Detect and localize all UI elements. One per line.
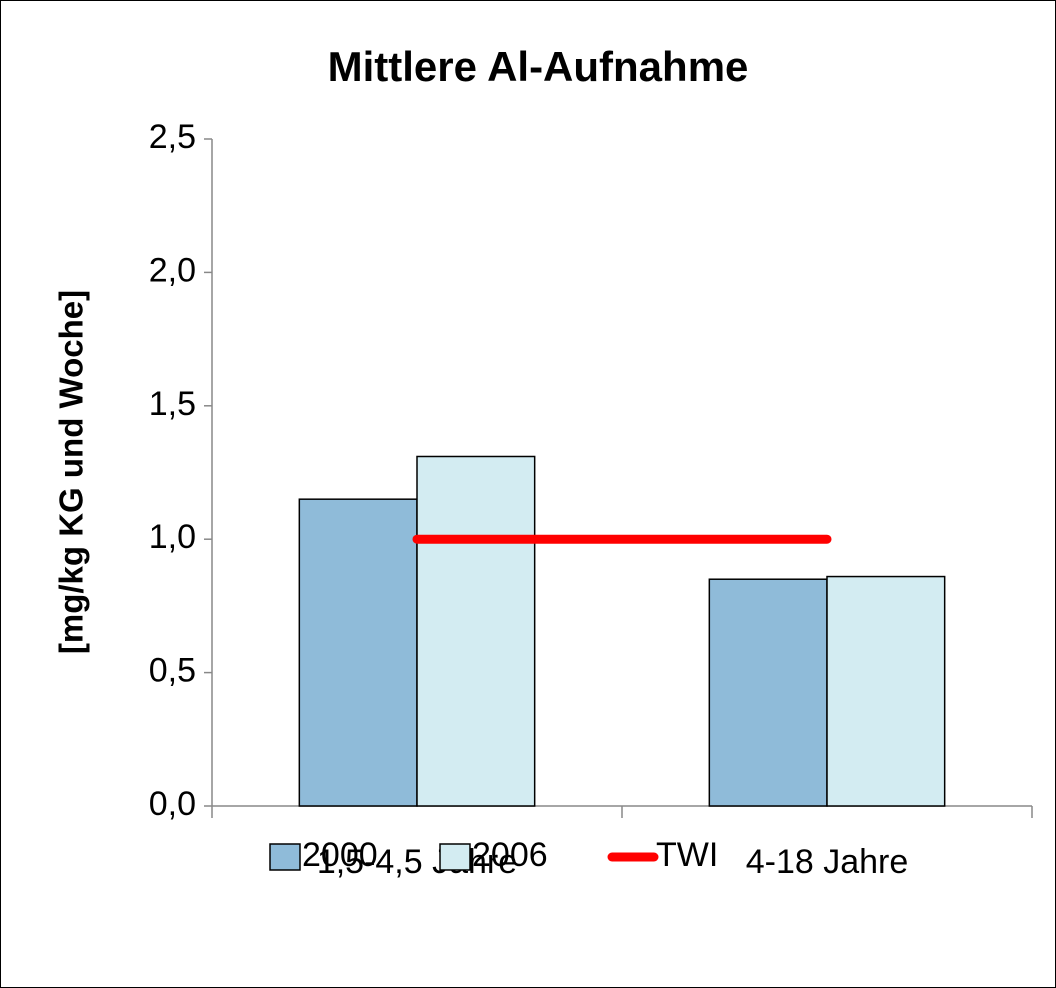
y-tick-label: 1,0 xyxy=(149,518,196,556)
y-tick-label: 2,0 xyxy=(149,251,196,289)
legend-label: 2006 xyxy=(472,836,548,874)
legend-label: 2000 xyxy=(302,836,378,874)
y-tick-label: 2,5 xyxy=(149,118,196,156)
y-tick-label: 1,5 xyxy=(149,385,196,423)
x-tick-label: 4-18 Jahre xyxy=(746,843,909,881)
y-tick-label: 0,5 xyxy=(149,652,196,690)
bar xyxy=(298,498,418,807)
x-tick-label: 1,5-4,5 Jahre xyxy=(317,843,517,881)
legend-swatch xyxy=(269,843,301,871)
legend-swatch xyxy=(439,843,471,871)
bar xyxy=(708,578,828,807)
legend-label: TWI xyxy=(656,836,718,874)
y-axis-label: [mg/kg KG und Woche] xyxy=(53,290,90,654)
y-tick-label: 0,0 xyxy=(149,785,196,823)
bar xyxy=(826,575,946,807)
bar xyxy=(416,455,536,807)
chart-title: Mittlere Al-Aufnahme xyxy=(328,43,749,90)
